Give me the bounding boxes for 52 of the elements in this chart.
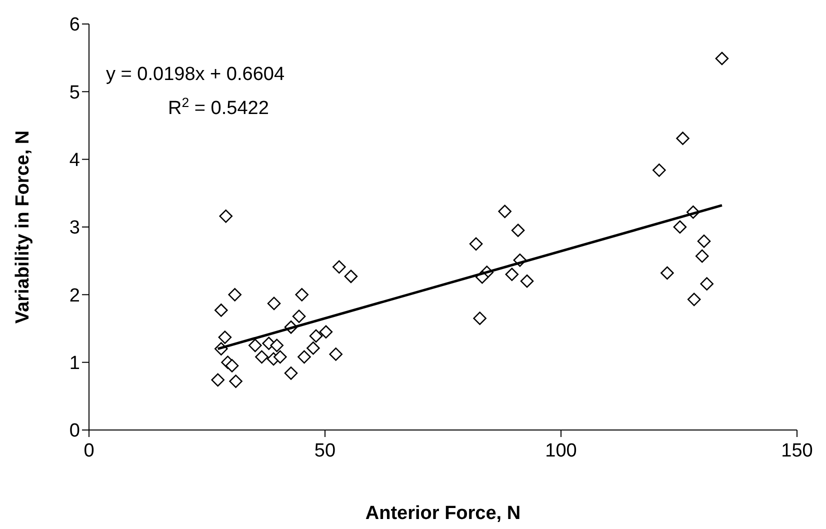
point [673, 220, 687, 234]
y-axis-title: Variability in Force, N [12, 130, 34, 324]
point [511, 224, 525, 238]
point [218, 330, 232, 344]
point [695, 249, 709, 263]
point [309, 329, 323, 343]
point [697, 234, 711, 248]
point [229, 374, 242, 388]
y-tick-label: 5 [69, 82, 80, 104]
y-tick-label: 2 [69, 285, 80, 306]
x-axis-title: Anterior Force, N [365, 503, 521, 524]
point [329, 348, 343, 361]
point [284, 366, 298, 380]
point [267, 296, 281, 310]
point [520, 274, 534, 288]
y-tick-label: 3 [69, 218, 80, 239]
point [676, 132, 690, 146]
point [228, 288, 242, 302]
point [715, 52, 729, 66]
point [473, 312, 486, 325]
annotation: y = 0.0198x + 0.6604 [106, 64, 285, 85]
y-tick-label: 1 [69, 353, 80, 374]
point [306, 341, 320, 355]
point [332, 260, 346, 274]
point [295, 288, 309, 302]
y-tick-label: 0 [69, 420, 80, 442]
x-tick-label: 100 [545, 440, 577, 462]
point [498, 204, 512, 218]
point [274, 350, 287, 364]
point [298, 350, 311, 364]
annotation: R$^{2}$ = 0.5422 [168, 94, 269, 119]
y-tick-label: 6 [69, 14, 80, 36]
point [292, 310, 306, 323]
point [248, 338, 262, 352]
point [660, 266, 674, 280]
y-tick-label: 4 [69, 150, 80, 172]
x-tick-label: 50 [314, 440, 336, 462]
point [270, 338, 284, 352]
point [652, 164, 666, 177]
point [211, 373, 225, 387]
point [225, 359, 239, 372]
point [344, 270, 358, 284]
point [505, 268, 519, 282]
point [700, 277, 714, 290]
point [687, 292, 701, 306]
point [469, 237, 483, 251]
point [214, 304, 228, 317]
point [255, 350, 268, 364]
point [319, 325, 333, 339]
x-tick-label: 0 [84, 440, 94, 462]
x-tick-label: 150 [781, 440, 813, 462]
point [219, 210, 233, 223]
